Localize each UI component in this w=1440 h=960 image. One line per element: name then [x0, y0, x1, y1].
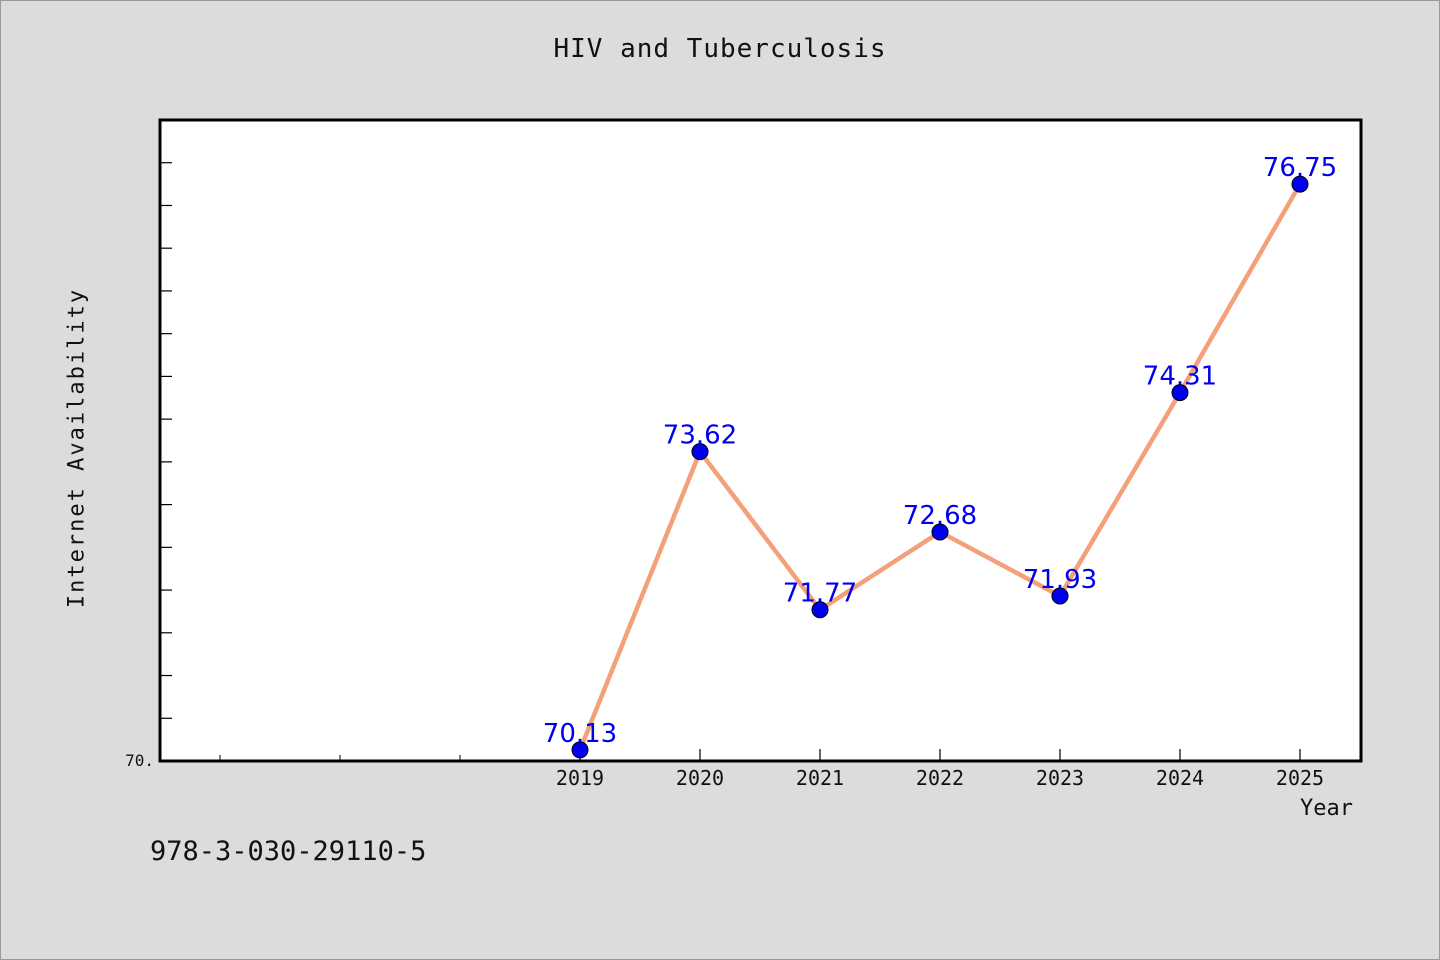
data-label: 71.77 — [783, 579, 857, 609]
data-point — [571, 741, 589, 759]
x-axis-ticks: 2019 2020 2021 2022 2023 2024 2025 — [219, 749, 1324, 790]
series-group: 70.13 73.62 71.77 72.68 71.93 74.31 76.75 — [543, 153, 1337, 759]
data-point — [931, 523, 949, 541]
data-point — [691, 443, 709, 461]
data-point — [1171, 384, 1189, 402]
y-axis-ticks: 70. — [125, 119, 172, 770]
data-label: 73.62 — [663, 421, 737, 451]
x-tick-label: 2023 — [1036, 766, 1084, 790]
data-point — [1291, 175, 1309, 193]
x-tick-label: 2025 — [1276, 766, 1324, 790]
x-tick-label: 2019 — [556, 766, 604, 790]
data-point — [1051, 587, 1069, 605]
y-tick-label: 70. — [125, 751, 154, 770]
data-label: 72.68 — [903, 501, 977, 531]
data-label: 76.75 — [1263, 153, 1337, 183]
data-label: 74.31 — [1143, 362, 1217, 392]
x-tick-label: 2020 — [676, 766, 724, 790]
data-point — [811, 601, 829, 619]
x-axis-label: Year — [1300, 796, 1353, 821]
chart-title: HIV and Tuberculosis — [553, 34, 887, 64]
x-tick-label: 2024 — [1156, 766, 1204, 790]
data-label: 70.13 — [543, 719, 617, 749]
x-tick-label: 2021 — [796, 766, 844, 790]
data-label: 71.93 — [1023, 565, 1097, 595]
x-tick-label: 2022 — [916, 766, 964, 790]
plot-area — [158, 118, 1363, 763]
isbn-text: 978-3-030-29110-5 — [150, 836, 427, 867]
